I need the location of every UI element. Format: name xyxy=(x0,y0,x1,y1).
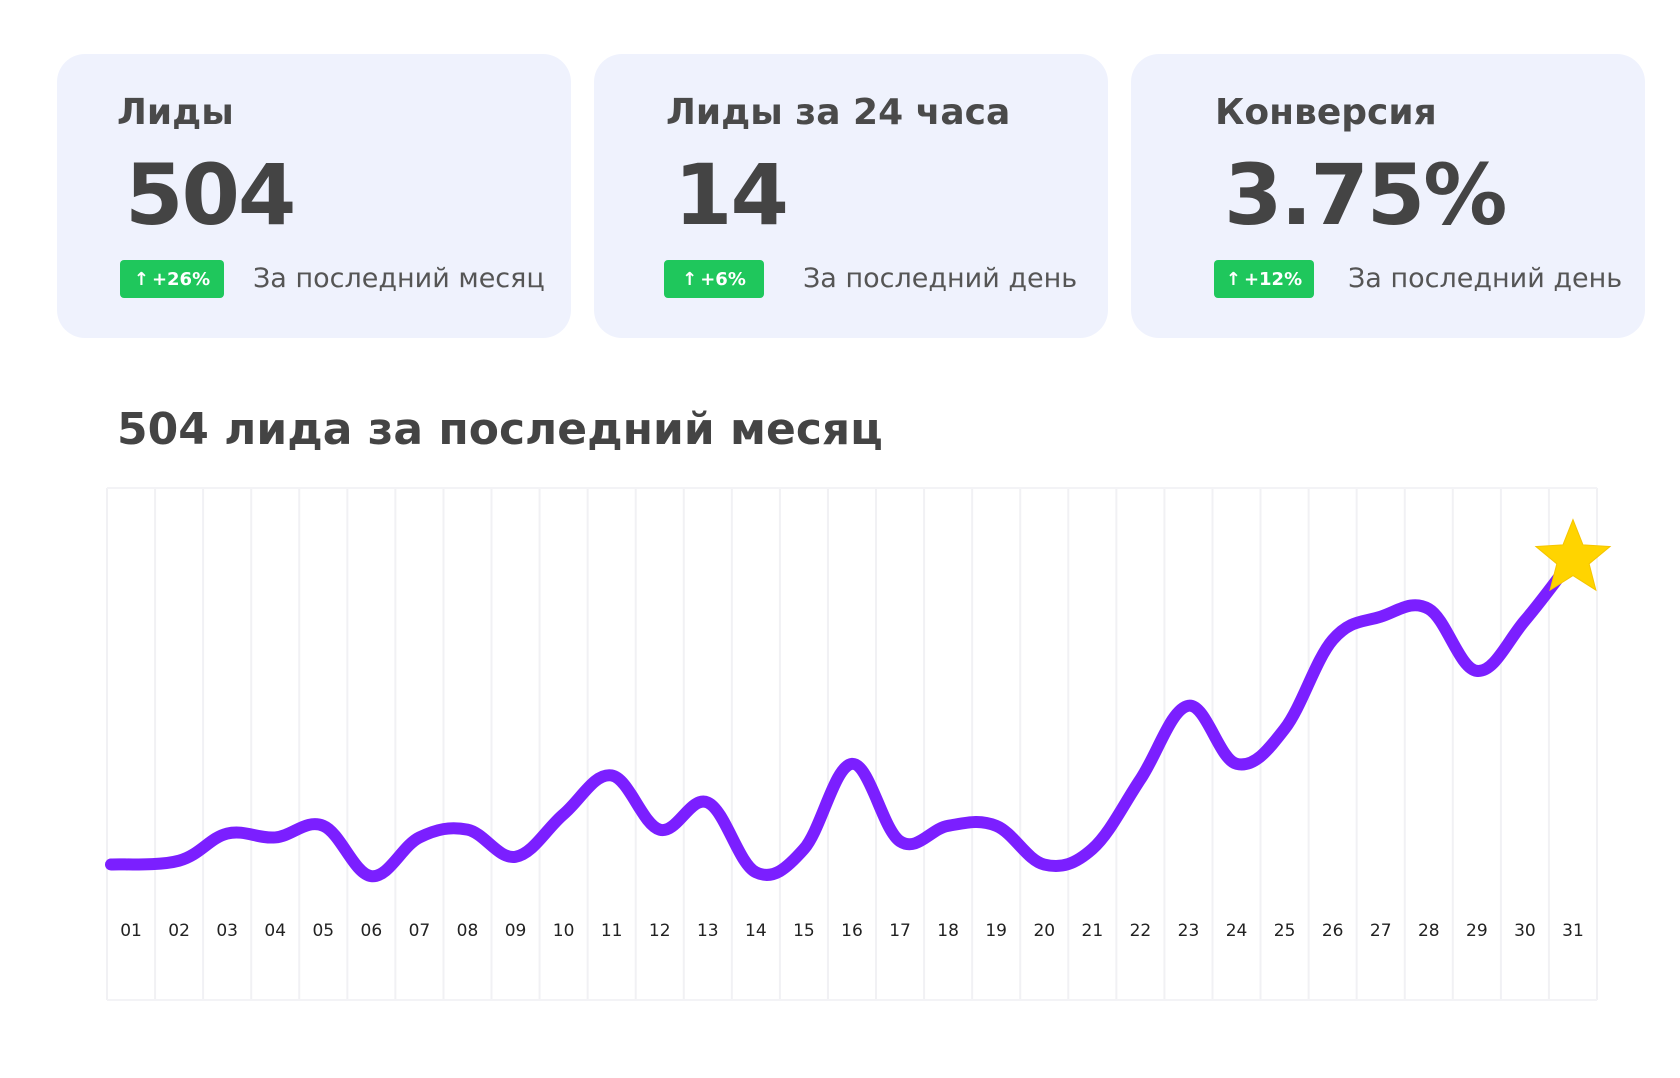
x-tick-label: 10 xyxy=(553,921,575,941)
x-tick-label: 08 xyxy=(457,921,479,941)
card-title: Лиды за 24 часа xyxy=(666,92,1011,133)
arrow-up-icon: ↑ xyxy=(682,268,698,290)
x-tick-label: 27 xyxy=(1370,921,1392,941)
card-caption: За последний месяц xyxy=(253,263,545,294)
arrow-up-icon: ↑ xyxy=(1225,268,1241,290)
x-tick-label: 16 xyxy=(841,921,863,941)
delta-badge: ↑ +6% xyxy=(664,260,764,298)
x-tick-label: 21 xyxy=(1082,921,1104,941)
delta-badge: ↑ +12% xyxy=(1214,260,1314,298)
conversion-card: Конверсия 3.75% ↑ +12% За последний день xyxy=(1131,54,1645,338)
x-tick-label: 25 xyxy=(1274,921,1296,941)
x-tick-label: 05 xyxy=(312,921,334,941)
x-tick-label: 20 xyxy=(1033,921,1055,941)
delta-value: +6% xyxy=(700,268,746,290)
delta-badge: ↑ +26% xyxy=(120,260,224,298)
x-tick-label: 22 xyxy=(1130,921,1152,941)
card-caption: За последний день xyxy=(1348,263,1623,294)
x-tick-label: 30 xyxy=(1514,921,1536,941)
card-value: 3.75% xyxy=(1224,146,1507,244)
x-tick-label: 04 xyxy=(264,921,286,941)
x-tick-label: 09 xyxy=(505,921,527,941)
leads-card: Лиды 504 ↑ +26% За последний месяц xyxy=(57,54,571,338)
card-title: Конверсия xyxy=(1215,92,1437,133)
x-tick-label: 19 xyxy=(985,921,1007,941)
x-tick-label: 12 xyxy=(649,921,671,941)
card-value: 14 xyxy=(674,146,789,244)
x-tick-label: 18 xyxy=(937,921,959,941)
x-tick-label: 26 xyxy=(1322,921,1344,941)
x-tick-label: 03 xyxy=(216,921,238,941)
arrow-up-icon: ↑ xyxy=(133,268,149,290)
x-tick-label: 02 xyxy=(168,921,190,941)
x-tick-label: 13 xyxy=(697,921,719,941)
x-tick-label: 06 xyxy=(361,921,383,941)
x-tick-label: 28 xyxy=(1418,921,1440,941)
chart-title: 504 лида за последний месяц xyxy=(117,404,883,455)
x-tick-label: 14 xyxy=(745,921,767,941)
x-tick-label: 01 xyxy=(120,921,142,941)
leads-24h-card: Лиды за 24 часа 14 ↑ +6% За последний де… xyxy=(594,54,1108,338)
card-value: 504 xyxy=(125,146,296,244)
x-tick-label: 23 xyxy=(1178,921,1200,941)
x-tick-label: 24 xyxy=(1226,921,1248,941)
star-icon xyxy=(1534,518,1612,592)
delta-value: +12% xyxy=(1243,268,1303,290)
x-tick-label: 11 xyxy=(601,921,623,941)
card-caption: За последний день xyxy=(803,263,1078,294)
x-tick-label: 17 xyxy=(889,921,911,941)
card-title: Лиды xyxy=(117,92,234,133)
delta-value: +26% xyxy=(151,268,211,290)
series-line xyxy=(105,552,1579,883)
x-tick-label: 29 xyxy=(1466,921,1488,941)
x-tick-label: 15 xyxy=(793,921,815,941)
x-tick-label: 31 xyxy=(1562,921,1584,941)
x-tick-label: 07 xyxy=(409,921,431,941)
